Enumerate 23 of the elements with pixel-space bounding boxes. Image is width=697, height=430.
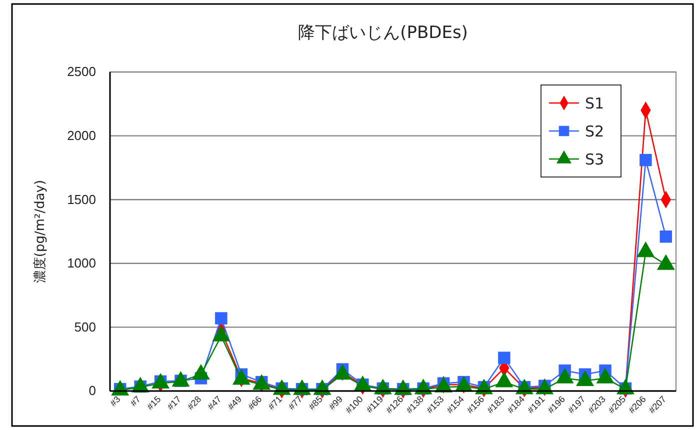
x-tick-label: #15	[144, 394, 163, 412]
x-tick-label: #49	[226, 394, 244, 412]
x-tick-label: #77	[286, 394, 304, 412]
x-tick-label: #28	[185, 394, 204, 412]
legend-label: S2	[585, 122, 604, 140]
y-tick-label: 1500	[67, 192, 96, 207]
y-tick-label: 1000	[67, 256, 96, 271]
x-tick-label: #17	[165, 394, 183, 412]
y-tick-label: 2500	[67, 64, 96, 80]
legend-label: S3	[585, 150, 604, 168]
y-tick-label: 0	[88, 383, 96, 398]
legend-label: S1	[585, 94, 604, 112]
x-tick-label: #7	[128, 394, 142, 408]
x-tick-label: #99	[326, 394, 345, 412]
y-tick-label: 2000	[67, 128, 96, 143]
x-tick-label: #3	[108, 394, 122, 408]
y-axis-title: 濃度(pg/m²/day)	[32, 180, 48, 284]
y-tick-label: 500	[74, 319, 96, 334]
x-tick-label: #71	[266, 394, 284, 412]
x-tick-label: #47	[206, 394, 224, 412]
x-tick-label: #66	[246, 394, 264, 412]
chart-title: 降下ばいじん(PBDEs)	[298, 23, 468, 43]
x-tick-label: #85	[306, 394, 324, 412]
